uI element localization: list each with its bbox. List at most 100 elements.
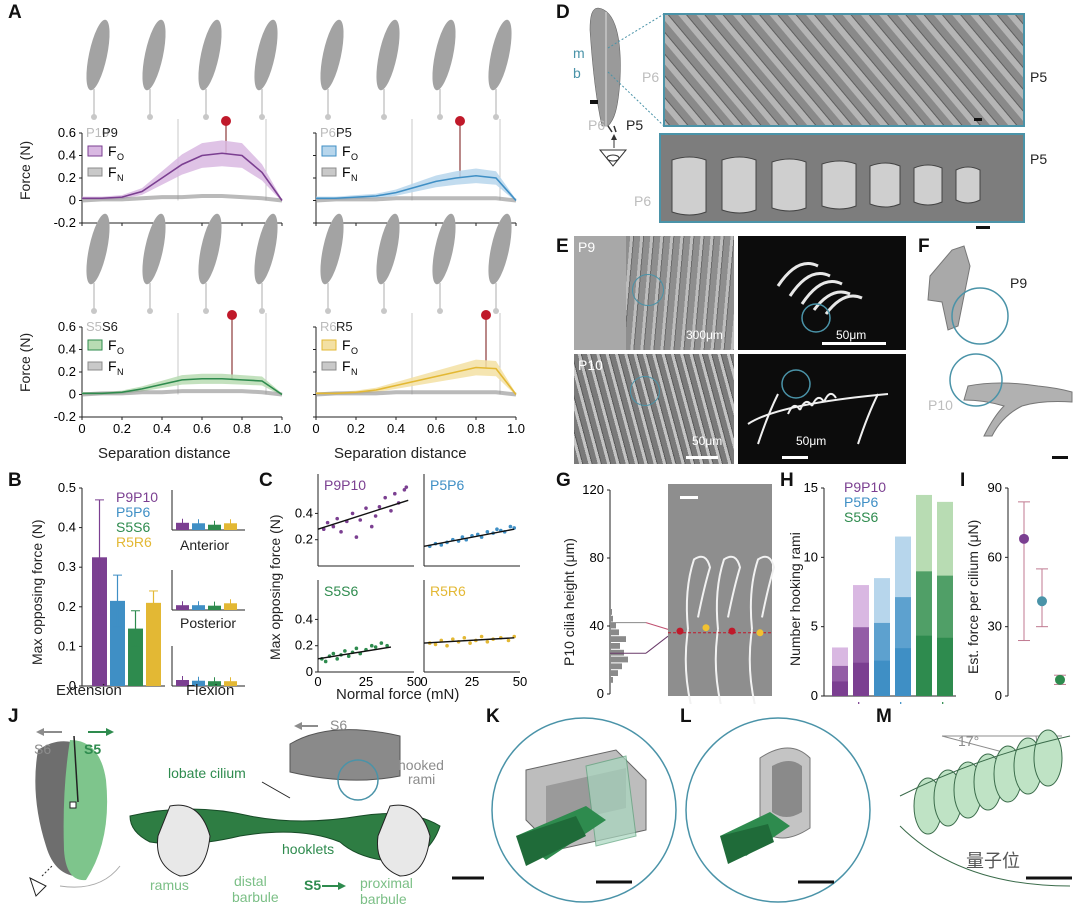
panel-a3-xtick-label-4: 0.8 xyxy=(233,421,251,436)
panel-g-cilium-1 xyxy=(715,555,742,630)
panel-c1-point xyxy=(325,520,330,525)
panel-e-scale-50a: 50μm xyxy=(836,328,867,342)
panel-c1-point xyxy=(383,495,387,500)
panel-a1-fo-band xyxy=(82,140,282,202)
panel-b-bar-p9p10 xyxy=(92,557,107,686)
panel-h-legend-p5p6: P5P6 xyxy=(844,494,879,510)
panel-d-label-p6b: P6 xyxy=(642,69,660,85)
panel-e-img-p9-ct xyxy=(738,236,906,350)
panel-g-ytick-label-1: 80 xyxy=(590,550,604,565)
panel-a2-feather-pivot-2 xyxy=(381,114,387,120)
panel-c3-ytick-label-0: 0.4 xyxy=(295,611,313,626)
panel-g: 120 80 40 0 P10 cilia height (μm) xyxy=(556,470,780,710)
panel-letter-e: E xyxy=(556,236,569,257)
panel-g-ytick-label-2: 40 xyxy=(590,618,604,633)
panel-g-hist-bar xyxy=(610,609,612,615)
panel-h-ytick-label-3: 0 xyxy=(811,688,818,703)
panel-h-legend-s5s6: S5S6 xyxy=(844,509,879,525)
panel-g-cilium-stem-2 xyxy=(748,629,757,710)
panel-c1-title: P9P10 xyxy=(324,477,366,493)
panel-c2-point xyxy=(460,535,465,539)
panel-c4-xtick-label-1: 25 xyxy=(465,674,479,689)
panel-c1-point xyxy=(335,516,339,521)
panel-b-bar-p5p6 xyxy=(110,600,125,686)
panel-b-inset-posterior: Posterior xyxy=(180,615,237,631)
panel-h-xcat-4: m xyxy=(918,699,930,704)
panel-g-hist-bar xyxy=(610,622,616,629)
panel-i-ylabel: Est. force per cilium (μN) xyxy=(965,519,981,674)
panel-d-sem-top xyxy=(663,13,1025,127)
panel-k-illustration xyxy=(491,717,677,903)
panel-c3-point xyxy=(335,657,339,661)
panel-g-hist-bar xyxy=(610,677,613,683)
panel-c3-fit-line xyxy=(317,646,392,660)
panel-letter-c: C xyxy=(259,470,273,491)
panel-j-label-distal: distal xyxy=(234,873,267,889)
panel-a1-legend-fn-sub: N xyxy=(117,173,124,183)
panel-b-inset-anterior: Anterior xyxy=(180,537,230,553)
panel-g-hist-bar xyxy=(610,670,618,676)
panel-letter-g: G xyxy=(556,470,571,491)
panel-g-marker-2 xyxy=(728,627,736,635)
panel-i: 90 60 30 0 Est. force per cilium (μN) xyxy=(958,470,1080,704)
panel-j-label-s6: S6 xyxy=(34,741,52,757)
panel-a2-fo-line xyxy=(316,174,517,202)
panel-c2-point xyxy=(439,543,444,547)
panel-b-legend-p5p6: P5P6 xyxy=(116,504,151,520)
panel-c1-point xyxy=(402,487,407,492)
panel-a2-feather-pivot-1 xyxy=(325,114,331,120)
panel-h: 15 10 5 0 m b m b m b Number hooking rami P9P10 P… xyxy=(780,470,958,715)
panel-g-guide-bottom-link xyxy=(645,635,669,654)
panel-e: P9 P10 300μm 50μm 50μm 50μm xyxy=(574,236,914,464)
panel-c4-title: R5R6 xyxy=(430,583,466,599)
panel-a3-feather-pivot-2 xyxy=(147,308,153,314)
panel-c3-point xyxy=(369,643,374,648)
panel-a4-feather-3 xyxy=(432,213,456,285)
panel-a2-legend-fn-swatch xyxy=(321,167,337,177)
panel-a3-legend-fn: F xyxy=(108,358,117,374)
panel-a2-pin-head xyxy=(455,116,465,126)
panel-a3-xtick-label-3: 0.6 xyxy=(193,421,211,436)
panel-i-ytick-label-0: 90 xyxy=(988,480,1002,495)
panel-h-ylabel: Number hooking rami xyxy=(787,532,803,666)
panel-j-label-s6b: S6 xyxy=(330,717,348,733)
panel-a3-feather-pivot-1 xyxy=(91,308,97,314)
panel-a1-feather-2 xyxy=(142,19,166,91)
panel-j-illustration xyxy=(29,722,484,897)
panel-letter-m: M xyxy=(876,706,892,727)
panel-c3-title: S5S6 xyxy=(324,583,358,599)
panel-c: 0.4 0.2 P9P10 P5P6 0.4 0.2 0 0 25 50 S5S6 0 25 50 R5R6… xyxy=(256,470,552,706)
panel-a1-legend-fo-swatch xyxy=(87,145,103,157)
panel-letter-i: I xyxy=(960,470,966,491)
panel-k xyxy=(486,706,680,916)
panel-c1-point xyxy=(404,485,409,489)
panel-c4-point xyxy=(433,642,438,647)
panel-a3-feather-4 xyxy=(254,213,278,285)
panel-a4-fo-band xyxy=(316,359,516,396)
panel-a4-legend-fn: F xyxy=(342,358,351,374)
panel-j-label-ramus: ramus xyxy=(150,877,189,893)
panel-a4-xtick-label-4: 0.8 xyxy=(467,421,485,436)
panel-c3-ytick-label-2: 0 xyxy=(306,664,313,679)
panel-a4-feather-pivot-2 xyxy=(381,308,387,314)
panel-d-label-p5c: P5 xyxy=(1030,151,1048,167)
panel-a3-ytick-label-4: -0.2 xyxy=(54,409,76,424)
panel-a1-ytick-label-3: 0 xyxy=(69,193,76,208)
panel-b: 0.5 0.4 0.3 0.2 0.1 0 Max opposing force (N) … xyxy=(0,470,256,706)
panel-l xyxy=(680,706,876,916)
panel-b-chart: 0.5 0.4 0.3 0.2 0.1 0 xyxy=(58,480,245,693)
panel-c4-point xyxy=(485,639,490,644)
panel-a2-legend-fo: F xyxy=(342,143,351,159)
panel-a4-xtick-label-3: 0.6 xyxy=(427,421,445,436)
panel-d-label-p5a: P5 xyxy=(626,117,644,133)
panel-e-img-p10-ct xyxy=(738,354,906,464)
panel-a1-legend-fn-swatch xyxy=(87,167,103,177)
panel-a2-feather-3 xyxy=(432,19,456,91)
panel-a1-legend-fo: F xyxy=(108,143,117,159)
panel-a2-label: P5 xyxy=(336,125,352,140)
panel-a4-feather-1 xyxy=(320,213,344,285)
panel-a1-feather-3 xyxy=(198,19,222,91)
panel-letter-a: A xyxy=(8,2,22,23)
panel-c3-point xyxy=(343,649,347,653)
